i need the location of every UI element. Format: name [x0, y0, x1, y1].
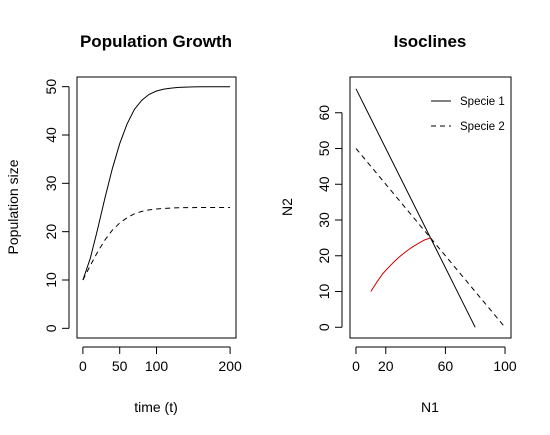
legend-entry-label: Specie 1	[460, 96, 505, 108]
right-x-tick-label: 20	[378, 358, 394, 374]
left-x-tick-label: 100	[145, 358, 169, 374]
left-y-tick-label: 30	[43, 175, 59, 191]
left-series-line-1	[82, 86, 231, 281]
left-x-axis-label: time (t)	[134, 399, 178, 415]
left-y-tick-label: 10	[43, 272, 59, 288]
right-series-line-2	[355, 148, 506, 328]
population-growth-plot: 0 50 100 200 0 10 20 30 40 50	[43, 76, 242, 374]
left-x-tick-label: 50	[112, 358, 128, 374]
isoclines-plot: 0 20 60 100 0 10 20 30 40 50 60 Specie 1 Specie 2	[316, 76, 517, 374]
left-plot-frame	[76, 76, 237, 339]
legend-entry-label: Specie 2	[460, 121, 505, 133]
right-y-tick-label: 0	[316, 323, 332, 331]
left-x-tick-label: 200	[218, 358, 242, 374]
right-chart-title: Isoclines	[394, 32, 467, 51]
right-y-tick-label: 40	[316, 176, 332, 192]
right-y-tick-label: 50	[316, 141, 332, 157]
left-series-line-2	[82, 207, 231, 281]
right-x-tick-label: 0	[352, 358, 360, 374]
right-y-tick-label: 30	[316, 212, 332, 228]
right-series-line-3	[370, 237, 431, 292]
left-y-tick-label: 0	[43, 324, 59, 332]
right-x-axis-label: N1	[421, 399, 439, 415]
right-y-axis-label: N2	[279, 198, 295, 216]
right-series-line-1	[355, 88, 476, 328]
left-chart-title: Population Growth	[80, 32, 232, 51]
right-x-tick-label: 100	[493, 358, 517, 374]
left-x-tick-label: 0	[79, 358, 87, 374]
right-y-tick-label: 60	[316, 105, 332, 121]
left-y-tick-label: 40	[43, 127, 59, 143]
left-y-axis-label: Population size	[5, 159, 21, 254]
right-plot-frame	[349, 76, 512, 339]
right-x-tick-label: 60	[438, 358, 454, 374]
left-y-tick-label: 50	[43, 79, 59, 95]
left-y-tick-label: 20	[43, 224, 59, 240]
right-y-tick-label: 10	[316, 284, 332, 300]
right-y-tick-label: 20	[316, 248, 332, 264]
